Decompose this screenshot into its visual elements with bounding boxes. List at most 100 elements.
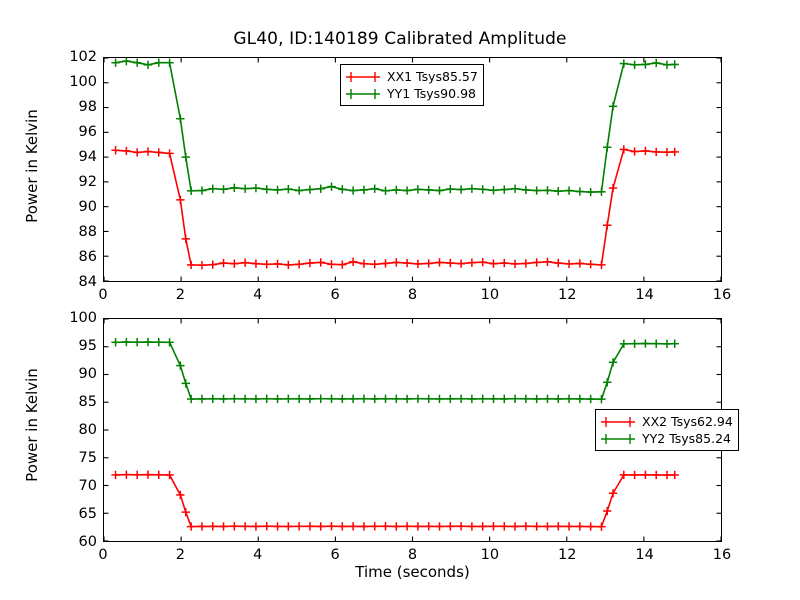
x-tick-label: 6 xyxy=(330,547,340,563)
series-line xyxy=(116,342,675,399)
y-tick-label: 90 xyxy=(78,366,97,382)
x-tick-label: 4 xyxy=(253,287,263,303)
y-tick-label: 100 xyxy=(69,310,97,326)
x-tick: 10 xyxy=(481,282,499,306)
legend-entry: YY1 Tsys90.98 xyxy=(345,85,478,102)
x-tick: 4 xyxy=(253,282,262,306)
legend-entry: YY2 Tsys85.24 xyxy=(600,430,733,447)
y-tick: 86 xyxy=(57,249,103,265)
series-markers xyxy=(111,471,679,531)
x-tick: 14 xyxy=(635,542,653,566)
y-tick-label: 84 xyxy=(78,274,97,290)
top-plot-canvas xyxy=(104,58,721,281)
x-tick: 2 xyxy=(176,542,185,566)
x-tick-label: 16 xyxy=(712,287,732,303)
y-tick-label: 88 xyxy=(78,224,97,240)
y-tick: 88 xyxy=(57,224,103,240)
x-tick-label: 14 xyxy=(635,287,654,303)
y-tick-label: 98 xyxy=(78,99,97,115)
legend-label-yy1: YY1 Tsys90.98 xyxy=(387,86,476,101)
y-tick: 80 xyxy=(57,422,103,438)
y-tick: 98 xyxy=(57,99,103,115)
y-tick-label: 75 xyxy=(78,450,97,466)
y-tick: 95 xyxy=(57,338,103,354)
y-tick-label: 86 xyxy=(78,249,97,265)
y-tick: 60 xyxy=(57,534,103,550)
bottom-plot-canvas xyxy=(104,319,721,541)
y-tick: 84 xyxy=(57,274,103,290)
y-tick: 94 xyxy=(57,149,103,165)
x-tick-label: 12 xyxy=(558,547,577,563)
y-tick: 102 xyxy=(57,49,103,65)
x-tick-label: 6 xyxy=(330,287,340,303)
x-tick: 16 xyxy=(713,542,731,566)
legend-line-sample-xx2 xyxy=(601,416,635,427)
legend-line-sample-yy1 xyxy=(346,88,380,99)
y-tick: 92 xyxy=(57,174,103,190)
x-tick: 12 xyxy=(558,282,576,306)
legend-entry: XX1 Tsys85.57 xyxy=(345,68,478,85)
y-tick-label: 92 xyxy=(78,174,97,190)
bottom-legend: XX2 Tsys62.94 YY2 Tsys85.24 xyxy=(595,409,739,451)
x-tick: 12 xyxy=(558,542,576,566)
x-tick: 6 xyxy=(331,282,340,306)
y-tick: 100 xyxy=(57,310,103,326)
top-y-axis-label: Power in Kelvin xyxy=(23,109,41,223)
y-tick-label: 95 xyxy=(78,338,97,354)
x-tick: 8 xyxy=(408,542,417,566)
x-tick-label: 16 xyxy=(712,547,732,563)
y-tick-label: 94 xyxy=(78,149,97,165)
series-markers xyxy=(111,58,679,196)
y-tick-label: 80 xyxy=(78,422,97,438)
y-tick: 100 xyxy=(57,74,103,90)
y-tick-label: 90 xyxy=(78,199,97,215)
bottom-x-axis-label: Time (seconds) xyxy=(355,563,470,581)
y-tick: 90 xyxy=(57,199,103,215)
y-tick: 96 xyxy=(57,124,103,140)
y-tick-label: 60 xyxy=(78,534,97,550)
legend-line-sample-xx1 xyxy=(346,71,380,82)
y-tick: 85 xyxy=(57,394,103,410)
x-tick-label: 2 xyxy=(175,287,185,303)
x-tick: 6 xyxy=(331,542,340,566)
bottom-y-axis-label: Power in Kelvin xyxy=(23,368,41,482)
series-line xyxy=(116,475,675,527)
y-tick-label: 100 xyxy=(69,74,97,90)
x-tick: 10 xyxy=(481,542,499,566)
x-tick-label: 8 xyxy=(407,547,418,563)
x-tick-label: 2 xyxy=(175,547,185,563)
x-tick: 4 xyxy=(253,542,262,566)
x-tick-label: 12 xyxy=(558,287,577,303)
x-tick: 14 xyxy=(635,282,653,306)
top-legend: XX1 Tsys85.57 YY1 Tsys90.98 xyxy=(340,64,484,106)
x-tick-label: 10 xyxy=(480,287,500,303)
legend-line-sample-yy2 xyxy=(601,433,635,444)
y-tick-label: 65 xyxy=(78,506,97,522)
x-tick: 16 xyxy=(713,282,731,306)
series-line xyxy=(116,149,675,265)
legend-label-xx1: XX1 Tsys85.57 xyxy=(387,69,478,84)
x-tick: 2 xyxy=(176,282,185,306)
legend-label-xx2: XX2 Tsys62.94 xyxy=(642,414,733,429)
y-tick-label: 96 xyxy=(78,124,97,140)
x-tick-label: 8 xyxy=(407,287,418,303)
y-tick: 90 xyxy=(57,366,103,382)
x-tick: 8 xyxy=(408,282,417,306)
y-tick: 65 xyxy=(57,506,103,522)
y-tick-label: 85 xyxy=(78,394,97,410)
x-tick: 0 xyxy=(98,542,107,566)
y-tick-label: 70 xyxy=(78,478,97,494)
x-tick-label: 10 xyxy=(480,547,500,563)
legend-entry: XX2 Tsys62.94 xyxy=(600,413,733,430)
x-tick: 0 xyxy=(98,282,107,306)
series-markers xyxy=(111,338,679,403)
x-tick-label: 0 xyxy=(98,547,108,563)
series-markers xyxy=(111,145,679,269)
x-tick-label: 14 xyxy=(635,547,654,563)
x-tick-label: 0 xyxy=(98,287,108,303)
legend-label-yy2: YY2 Tsys85.24 xyxy=(642,431,731,446)
y-tick: 75 xyxy=(57,450,103,466)
figure-title: GL40, ID:140189 Calibrated Amplitude xyxy=(233,29,567,49)
y-tick: 70 xyxy=(57,478,103,494)
